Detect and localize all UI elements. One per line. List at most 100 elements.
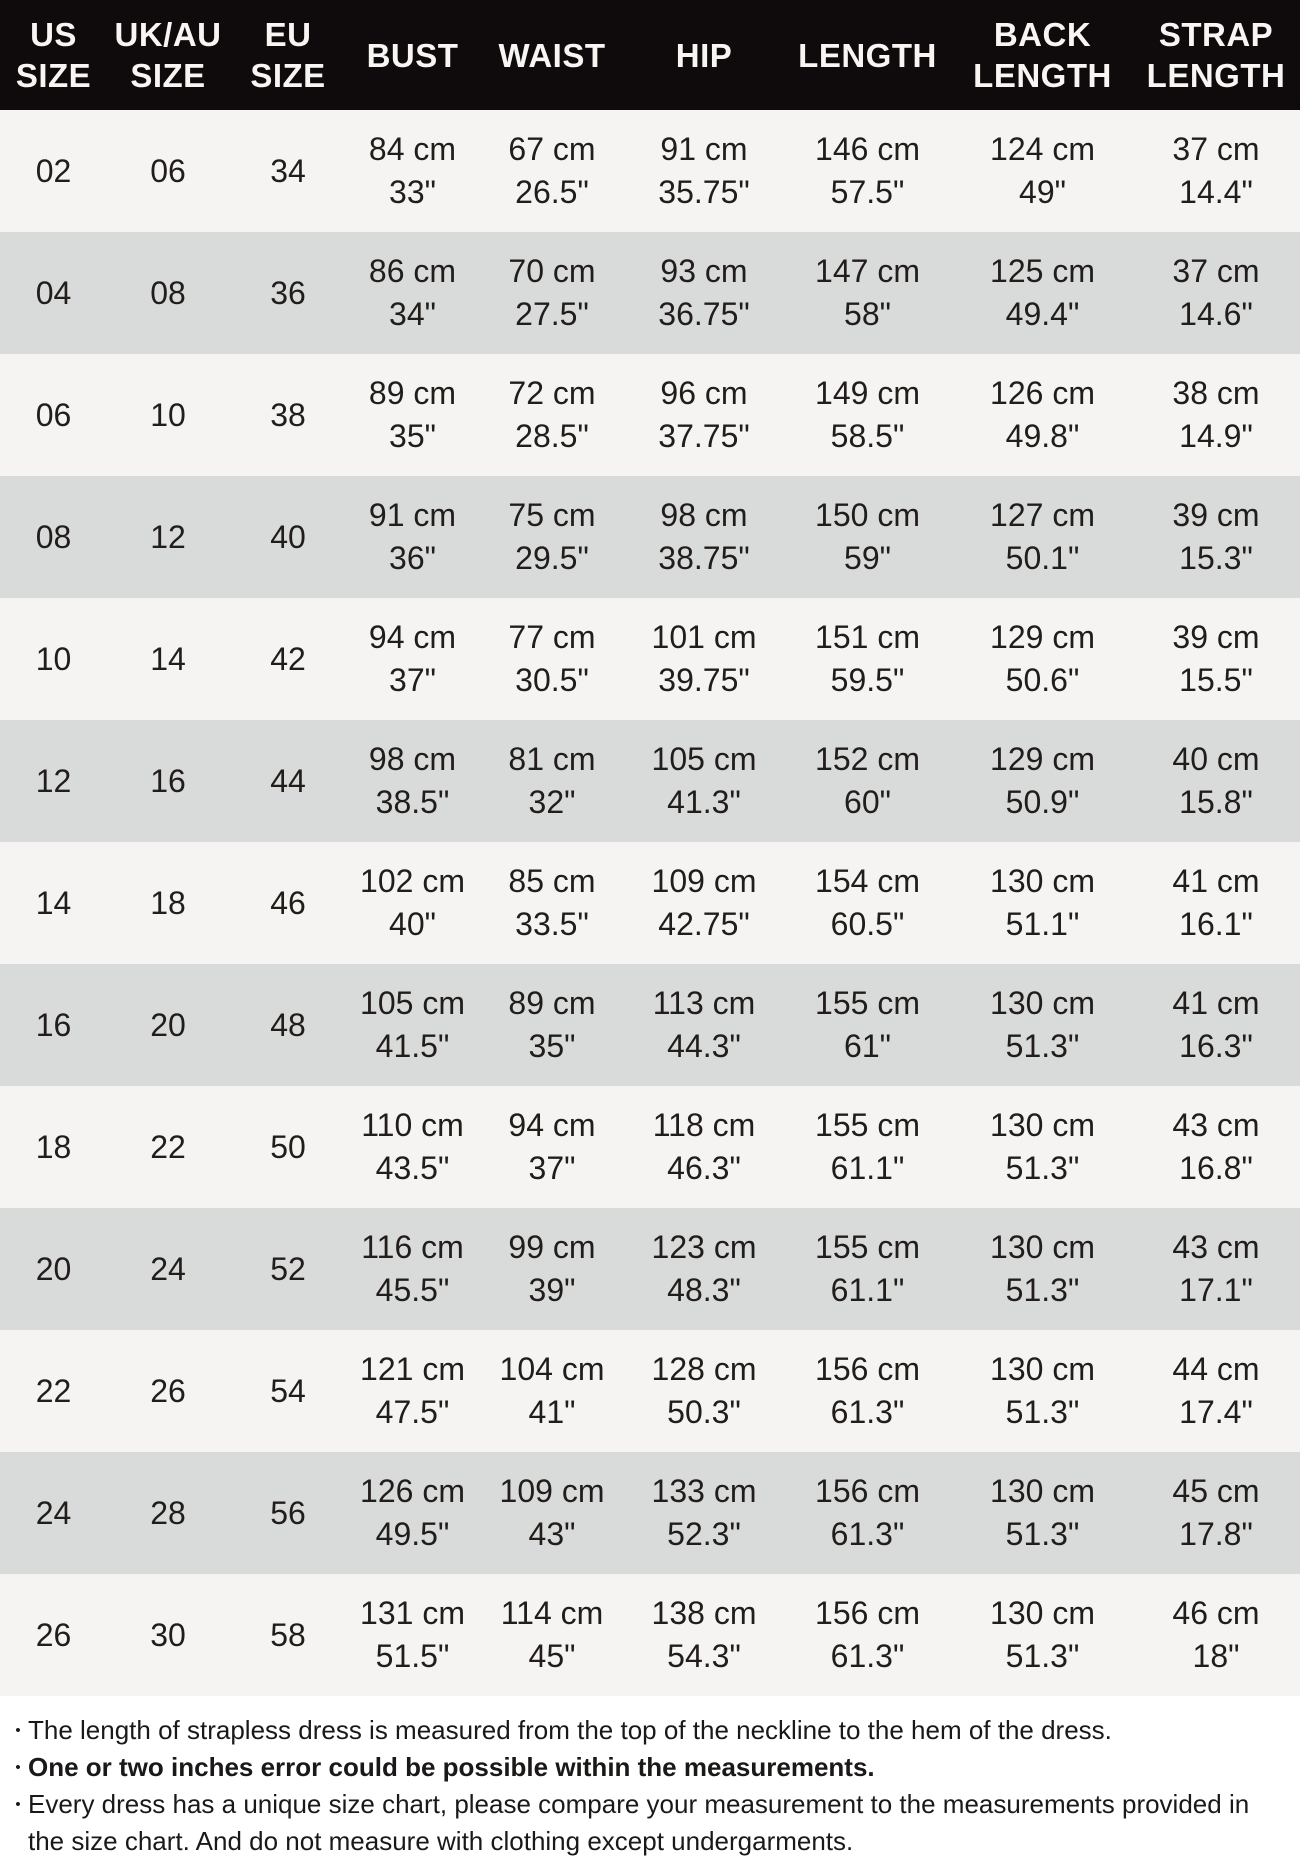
cell-value-line: 14.4" — [1179, 174, 1253, 210]
cell-waist: 67 cm 26.5" — [478, 110, 626, 232]
cell-us-size: 22 — [0, 1330, 107, 1452]
cell-value-line: 129 cm — [990, 619, 1095, 655]
cell-waist: 72 cm 28.5" — [478, 354, 626, 476]
column-header-uk-au-size: UK/AU SIZE — [107, 0, 229, 110]
column-header-length: LENGTH — [782, 0, 953, 110]
cell-value-line: 51.3" — [1005, 1516, 1080, 1552]
cell-bust: 126 cm 49.5" — [347, 1452, 478, 1574]
cell-value-line: 14 — [150, 640, 186, 677]
cell-value-line: 08 — [35, 518, 72, 555]
cell-value-line: 49" — [1019, 174, 1066, 210]
cell-value-line: 125 cm — [990, 253, 1095, 289]
cell-waist: 77 cm 30.5" — [478, 598, 626, 720]
cell-value-line: 26 — [35, 1616, 72, 1653]
cell-value-line: 131 cm — [360, 1595, 465, 1631]
cell-value-line: 47.5" — [375, 1394, 450, 1430]
cell-value-line: 37" — [389, 662, 436, 698]
bullet-dot-icon: • — [15, 1796, 21, 1813]
cell-value-line: 86 cm — [368, 253, 457, 289]
cell-value-line: 18 — [150, 884, 186, 921]
column-header-bust: BUST — [347, 0, 478, 110]
cell-strap-length: 41 cm 16.3" — [1132, 964, 1300, 1086]
cell-value-line: 46 cm — [1172, 1595, 1260, 1631]
cell-value-line: 129 cm — [990, 741, 1095, 777]
cell-hip: 96 cm 37.75" — [626, 354, 782, 476]
cell-value-line: 150 cm — [815, 497, 920, 533]
cell-value-line: 14 — [35, 884, 72, 921]
cell-value-line: 61.3" — [830, 1394, 905, 1430]
cell-eu-size: 58 — [229, 1574, 347, 1696]
cell-value-line: 50.1" — [1005, 540, 1080, 576]
cell-us-size: 04 — [0, 232, 107, 354]
cell-waist: 75 cm 29.5" — [478, 476, 626, 598]
cell-value-line: 61" — [844, 1028, 891, 1064]
cell-value-line: 34 — [270, 152, 306, 189]
cell-value-line: 91 cm — [660, 131, 748, 167]
cell-value-line: 44 — [270, 762, 306, 799]
cell-bust: 121 cm 47.5" — [347, 1330, 478, 1452]
cell-value-line: 54.3" — [667, 1638, 741, 1674]
cell-value-line: 72 cm — [508, 375, 596, 411]
cell-value-line: 20 — [150, 1006, 186, 1043]
cell-uk-au-size: 10 — [107, 354, 229, 476]
cell-value-line: 22 — [35, 1372, 72, 1409]
note-item: • One or two inches error could be possib… — [8, 1749, 1286, 1786]
cell-us-size: 06 — [0, 354, 107, 476]
cell-value-line: 15.5" — [1179, 662, 1253, 698]
cell-length: 147 cm 58" — [782, 232, 953, 354]
cell-value-line: 126 cm — [990, 375, 1095, 411]
cell-value-line: 46.3" — [667, 1150, 741, 1186]
cell-bust: 89 cm 35" — [347, 354, 478, 476]
cell-length: 149 cm 58.5" — [782, 354, 953, 476]
cell-us-size: 02 — [0, 110, 107, 232]
cell-back-length: 130 cm 51.3" — [953, 1574, 1132, 1696]
cell-value-line: 58" — [844, 296, 891, 332]
cell-value-line: 43.5" — [375, 1150, 450, 1186]
cell-value-line: 151 cm — [815, 619, 920, 655]
cell-value-line: 41.5" — [375, 1028, 450, 1064]
column-header-line: LENGTH — [798, 36, 937, 74]
cell-bust: 102 cm 40" — [347, 842, 478, 964]
cell-value-line: 156 cm — [815, 1351, 920, 1387]
cell-value-line: 39" — [528, 1272, 576, 1308]
cell-value-line: 121 cm — [360, 1351, 465, 1387]
cell-value-line: 45.5" — [375, 1272, 450, 1308]
cell-value-line: 12 — [35, 762, 72, 799]
cell-value-line: 105 cm — [651, 741, 757, 777]
cell-eu-size: 50 — [229, 1086, 347, 1208]
cell-strap-length: 38 cm 14.9" — [1132, 354, 1300, 476]
cell-us-size: 26 — [0, 1574, 107, 1696]
column-header-strap-length: STRAP LENGTH — [1132, 0, 1300, 110]
cell-value-line: 110 cm — [361, 1107, 464, 1143]
size-chart-table: US SIZE UK/AU SIZE EU SIZE BUST WAIST HIP LENGTH B… — [0, 0, 1300, 1696]
cell-strap-length: 43 cm 16.8" — [1132, 1086, 1300, 1208]
cell-uk-au-size: 24 — [107, 1208, 229, 1330]
cell-value-line: 101 cm — [651, 619, 757, 655]
table-header: US SIZE UK/AU SIZE EU SIZE BUST WAIST HIP LENGTH B… — [0, 0, 1300, 110]
cell-value-line: 58 — [270, 1616, 306, 1653]
cell-strap-length: 37 cm 14.4" — [1132, 110, 1300, 232]
table-row: 14 18 46 102 cm 40" 85 cm 33.5" 109 cm 42.75" 154… — [0, 842, 1300, 964]
cell-value-line: 42 — [270, 640, 306, 677]
cell-value-line: 96 cm — [660, 375, 748, 411]
cell-value-line: 15.8" — [1179, 784, 1253, 820]
cell-value-line: 124 cm — [990, 131, 1095, 167]
cell-value-line: 58.5" — [830, 418, 905, 454]
cell-back-length: 130 cm 51.3" — [953, 964, 1132, 1086]
cell-value-line: 89 cm — [508, 985, 596, 1021]
cell-back-length: 127 cm 50.1" — [953, 476, 1132, 598]
column-header-line: SIZE — [130, 57, 206, 94]
cell-value-line: 38 — [270, 396, 306, 433]
cell-value-line: 156 cm — [815, 1595, 920, 1631]
column-header-line: LENGTH — [1146, 57, 1286, 94]
cell-strap-length: 39 cm 15.5" — [1132, 598, 1300, 720]
cell-length: 155 cm 61.1" — [782, 1086, 953, 1208]
cell-value-line: 102 cm — [360, 863, 465, 899]
cell-back-length: 130 cm 51.3" — [953, 1452, 1132, 1574]
cell-value-line: 36" — [389, 540, 436, 576]
cell-value-line: 105 cm — [360, 985, 465, 1021]
cell-value-line: 37.75" — [658, 418, 750, 454]
cell-value-line: 155 cm — [815, 985, 920, 1021]
cell-value-line: 26 — [150, 1372, 186, 1409]
